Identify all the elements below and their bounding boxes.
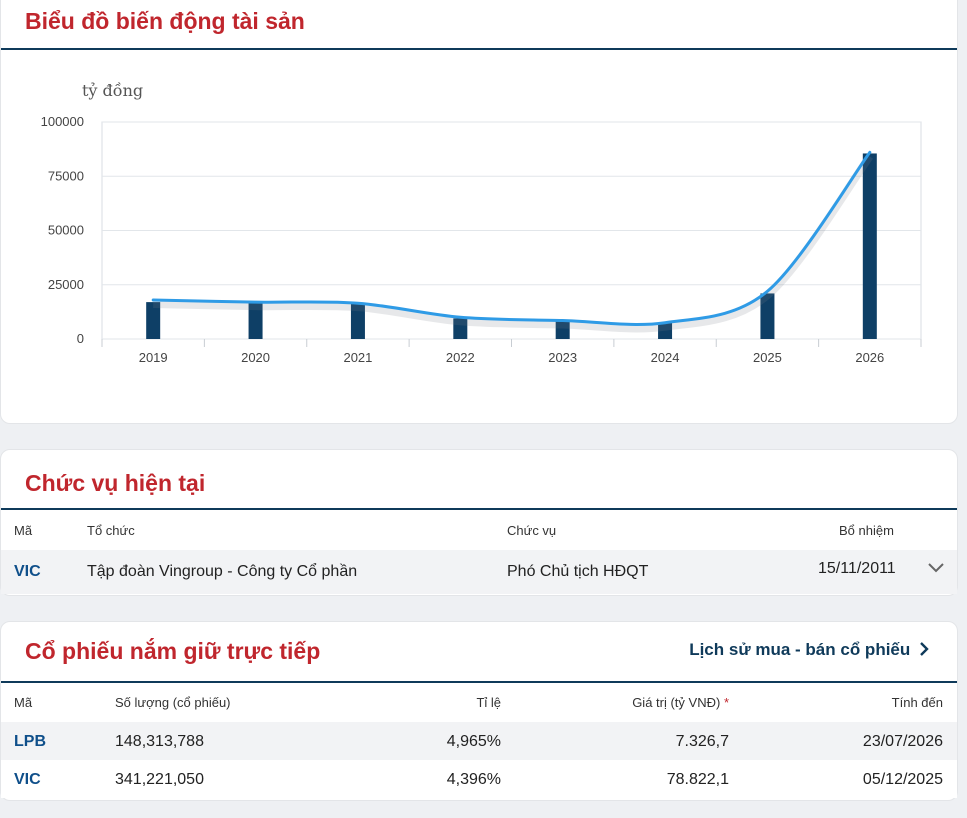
stock-code-link[interactable]: VIC [14,563,41,580]
trade-history-label[interactable]: Lịch sử mua - bán cổ phiếu [689,640,911,659]
ratio-value: 4,396% [446,771,501,788]
col-header-org: Tổ chức [87,523,135,538]
x-tick-label: 2025 [753,350,782,365]
direct-holdings-card: Cổ phiếu nắm giữ trực tiếp Lịch sử mua -… [0,621,958,801]
as-of-date: 05/12/2025 [862,771,943,788]
col-header-ratio: Tỉ lệ [476,695,501,710]
value-header-label: Giá trị (tỷ VNĐ) [632,695,721,710]
col-header-as-of: Tính đến [891,695,943,710]
chart-bar [248,303,263,339]
col-header-code: Mã [14,695,33,710]
chevron-down-icon[interactable] [927,562,945,574]
col-header-quantity: Số lượng (cổ phiếu) [115,695,231,710]
x-tick-label: 2019 [139,350,168,365]
x-tick-label: 2022 [446,350,475,365]
positions-title: Chức vụ hiện tại [25,470,206,496]
chart-bar [760,293,775,339]
trade-history-link[interactable]: Lịch sử mua - bán cổ phiếu [689,639,929,660]
chart-bar [350,303,365,339]
chart-bar [453,318,468,339]
col-header-role: Chức vụ [507,523,557,538]
x-tick-label: 2020 [241,350,270,365]
quantity-value: 148,313,788 [115,733,204,750]
stock-code-link[interactable]: LPB [14,733,46,750]
table-row[interactable]: VIC Tập đoàn Vingroup - Công ty Cổ phần … [1,550,957,594]
market-value: 7.326,7 [675,733,729,750]
current-positions-card: Chức vụ hiện tại Mã Tổ chức Chức vụ Bổ n… [0,449,958,596]
col-header-code: Mã [14,523,33,538]
ratio-value: 4,965% [446,733,501,750]
appointed-date: 15/11/2011 [818,560,896,577]
chart-bar [555,321,570,339]
asset-chart: 2019 2020 2021 2022 2023 2024 2025 2026 0 25000 5… [41,81,922,365]
quantity-value: 341,221,050 [115,771,204,788]
chart-bar [658,322,673,339]
y-tick-label: 0 [77,331,84,346]
organization-name: Tập đoàn Vingroup - Công ty Cổ phần [87,563,358,580]
y-tick-label: 100000 [41,114,84,129]
chevron-right-icon[interactable] [919,641,929,657]
chart-bar [146,302,161,339]
title-divider [1,48,957,50]
y-tick-label: 75000 [48,168,84,183]
series-line [151,150,872,326]
x-tick-label: 2026 [855,350,884,365]
y-tick-label: 50000 [48,223,84,238]
title-divider [1,508,957,510]
series-line-shadow [153,154,874,333]
value-footnote-star: * [723,695,729,710]
asset-chart-card: Biểu đồ biến động tài sản 2019 2020 2021 20… [0,0,958,424]
market-value: 78.822,1 [666,771,729,788]
y-unit-label: tỷ đồng [82,81,143,100]
chart-bar [862,153,877,339]
x-tick-label: 2024 [651,350,680,365]
y-tick-label: 25000 [48,277,84,292]
asset-chart-title: Biểu đồ biến động tài sản [25,8,305,34]
col-header-value: Giá trị (tỷ VNĐ) * [632,695,729,710]
title-divider [1,681,957,683]
table-row[interactable]: LPB 148,313,788 4,965% 7.326,7 23/07/202… [1,722,957,760]
as-of-date: 23/07/2026 [862,733,943,750]
col-header-appointed: Bổ nhiệm [839,523,894,538]
x-tick-label: 2021 [343,350,372,365]
x-tick-label: 2023 [548,350,577,365]
stock-code-link[interactable]: VIC [14,771,41,788]
role-name: Phó Chủ tịch HĐQT [507,563,649,580]
holdings-title: Cổ phiếu nắm giữ trực tiếp [25,638,321,664]
table-row[interactable]: VIC 341,221,050 4,396% 78.822,1 05/12/20… [1,760,957,798]
